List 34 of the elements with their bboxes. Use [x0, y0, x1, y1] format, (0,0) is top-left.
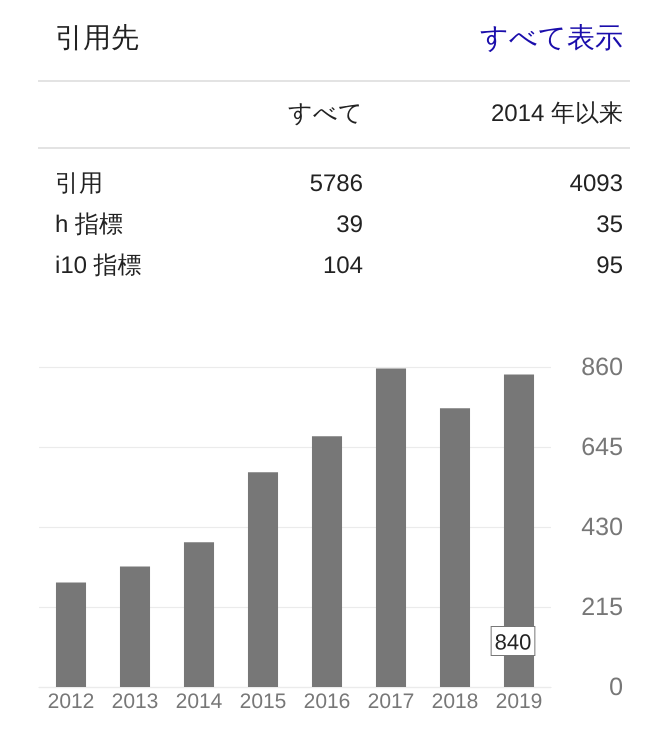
data-label: 840: [494, 630, 532, 654]
y-tick-label: 860: [581, 353, 623, 381]
y-tick-label: 645: [581, 433, 623, 461]
bar: [312, 436, 342, 687]
y-tick-label: 215: [581, 593, 623, 621]
x-tick-label: 2017: [368, 690, 414, 713]
y-tick-label: 0: [609, 673, 623, 701]
x-tick-label: 2012: [48, 690, 94, 713]
text: 引用先: [55, 22, 139, 53]
x-tick-label: 2015: [240, 690, 286, 713]
x-tick-label: 2018: [432, 690, 478, 713]
bar: [56, 582, 86, 687]
text: すべて表示: [480, 22, 623, 53]
bar: [184, 542, 214, 687]
data-label: 95: [596, 252, 623, 279]
category-label: i10 指標: [55, 252, 142, 279]
data-label: 39: [336, 211, 363, 238]
data-label: 104: [322, 252, 363, 279]
data-label: 4093: [570, 170, 623, 197]
bar: [248, 472, 278, 687]
bar: [440, 408, 470, 687]
text: 2014 年以来: [490, 100, 623, 127]
text: すべて: [288, 100, 363, 127]
y-tick-label: 430: [581, 513, 623, 541]
bar: [376, 368, 406, 687]
x-tick-label: 2019: [496, 690, 542, 713]
x-tick-label: 2014: [176, 690, 223, 713]
x-tick-label: 2013: [112, 690, 158, 713]
bar: [120, 566, 150, 687]
category-label: 引用: [55, 170, 103, 197]
data-label: 5786: [310, 170, 363, 197]
category-label: h 指標: [55, 211, 124, 238]
x-tick-label: 2016: [304, 690, 350, 713]
data-label: 35: [596, 211, 623, 238]
